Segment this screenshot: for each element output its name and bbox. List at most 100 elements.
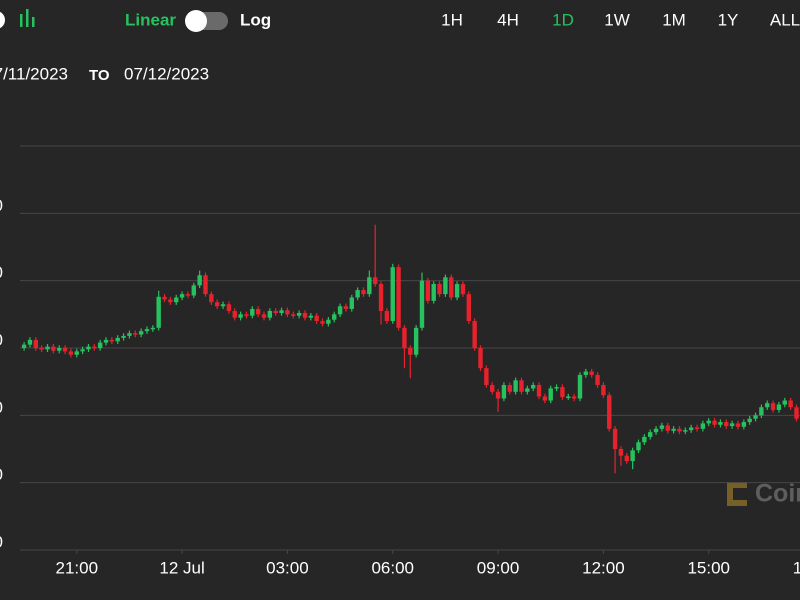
candle: [144, 326, 150, 334]
candle: [396, 264, 401, 331]
candle-body: [683, 430, 688, 432]
candle: [62, 345, 68, 355]
candle-body: [425, 280, 431, 301]
candle-body: [747, 418, 752, 423]
candle: [127, 330, 132, 339]
candle-body: [396, 267, 401, 328]
candle: [460, 281, 466, 297]
candle-body: [203, 275, 208, 295]
candle-body: [97, 342, 103, 348]
candle: [648, 429, 653, 440]
candle: [765, 400, 770, 410]
candle-body: [179, 294, 185, 298]
toggle-knob[interactable]: [185, 10, 207, 32]
candle-body: [454, 284, 460, 298]
candle-body: [372, 277, 378, 285]
candle: [501, 382, 507, 402]
candle-body: [507, 385, 512, 392]
candle-body: [788, 400, 793, 408]
candle: [542, 393, 548, 404]
date-separator: TO: [89, 67, 110, 84]
date-to[interactable]: 07/12/2023: [124, 64, 209, 83]
candle: [484, 365, 489, 388]
candle: [566, 393, 571, 400]
candle-body: [279, 310, 284, 313]
candle-body: [267, 310, 273, 318]
candle-body: [694, 427, 700, 429]
candle-body: [121, 335, 126, 338]
period-button[interactable]: 4H: [497, 10, 519, 29]
candle: [291, 311, 296, 319]
scale-option[interactable]: Log: [240, 10, 271, 29]
candle-body: [419, 280, 425, 328]
menu-icon[interactable]: [0, 11, 5, 29]
y-tick-label: 30,700: [0, 398, 3, 417]
candle: [355, 287, 360, 301]
candle-body: [490, 385, 495, 392]
period-button[interactable]: 1Y: [718, 10, 739, 29]
candle-body: [501, 385, 507, 399]
candle: [390, 263, 395, 324]
candle-body: [197, 275, 202, 286]
candle: [156, 290, 161, 331]
candle: [226, 301, 232, 314]
candle: [320, 318, 325, 327]
candle-body: [712, 420, 717, 425]
candle-body: [408, 348, 413, 355]
candle: [250, 306, 255, 319]
candle: [712, 418, 717, 428]
candle: [273, 308, 278, 316]
candle-body: [753, 415, 758, 419]
candle-body: [671, 428, 676, 431]
candle-body: [554, 387, 559, 389]
candle: [507, 382, 512, 395]
candle-body: [150, 327, 156, 330]
candle: [753, 412, 758, 422]
period-button[interactable]: 1H: [441, 10, 463, 29]
candle-body: [39, 348, 44, 350]
candle-body: [226, 304, 232, 311]
period-buttons: 1H 4H 1D 1W 1M 1Y ALL: [441, 10, 800, 29]
scale-option[interactable]: Linear: [125, 10, 176, 29]
candle: [495, 389, 501, 412]
candle: [466, 291, 472, 324]
candle-body: [332, 314, 337, 320]
candle-body: [437, 284, 442, 295]
candle: [519, 377, 524, 395]
candle: [735, 420, 741, 430]
candle-body: [548, 388, 553, 401]
candle-body: [238, 314, 243, 318]
candle-body: [770, 403, 776, 410]
period-button[interactable]: ALL: [770, 10, 800, 29]
candle: [548, 385, 553, 404]
candle: [302, 310, 308, 321]
date-from[interactable]: 07/11/2023: [0, 64, 68, 83]
candle-body: [648, 432, 653, 437]
x-tick-label: 12 Jul: [159, 558, 204, 577]
candle-body: [759, 407, 764, 416]
candle-body: [636, 442, 641, 451]
candle: [402, 325, 407, 369]
candle: [220, 301, 226, 309]
period-button[interactable]: 1M: [662, 10, 686, 29]
period-button[interactable]: 1D: [552, 10, 574, 29]
candle: [314, 312, 319, 324]
candle: [788, 397, 793, 410]
chart-type-icon[interactable]: [20, 9, 35, 27]
candle-body: [343, 306, 349, 309]
candle: [372, 224, 378, 287]
candle-body: [794, 407, 799, 419]
candle-body: [74, 351, 79, 355]
candle-body: [776, 404, 782, 410]
period-button[interactable]: 1W: [604, 10, 630, 29]
candle: [782, 397, 787, 408]
candle-body: [162, 296, 167, 300]
candle-body: [519, 380, 524, 392]
candle-body: [33, 339, 38, 348]
candle: [706, 418, 711, 427]
x-tick-label: 06:00: [371, 558, 414, 577]
x-tick-label: 18:00: [793, 558, 800, 577]
candle-body: [431, 284, 436, 301]
candle: [244, 311, 249, 319]
